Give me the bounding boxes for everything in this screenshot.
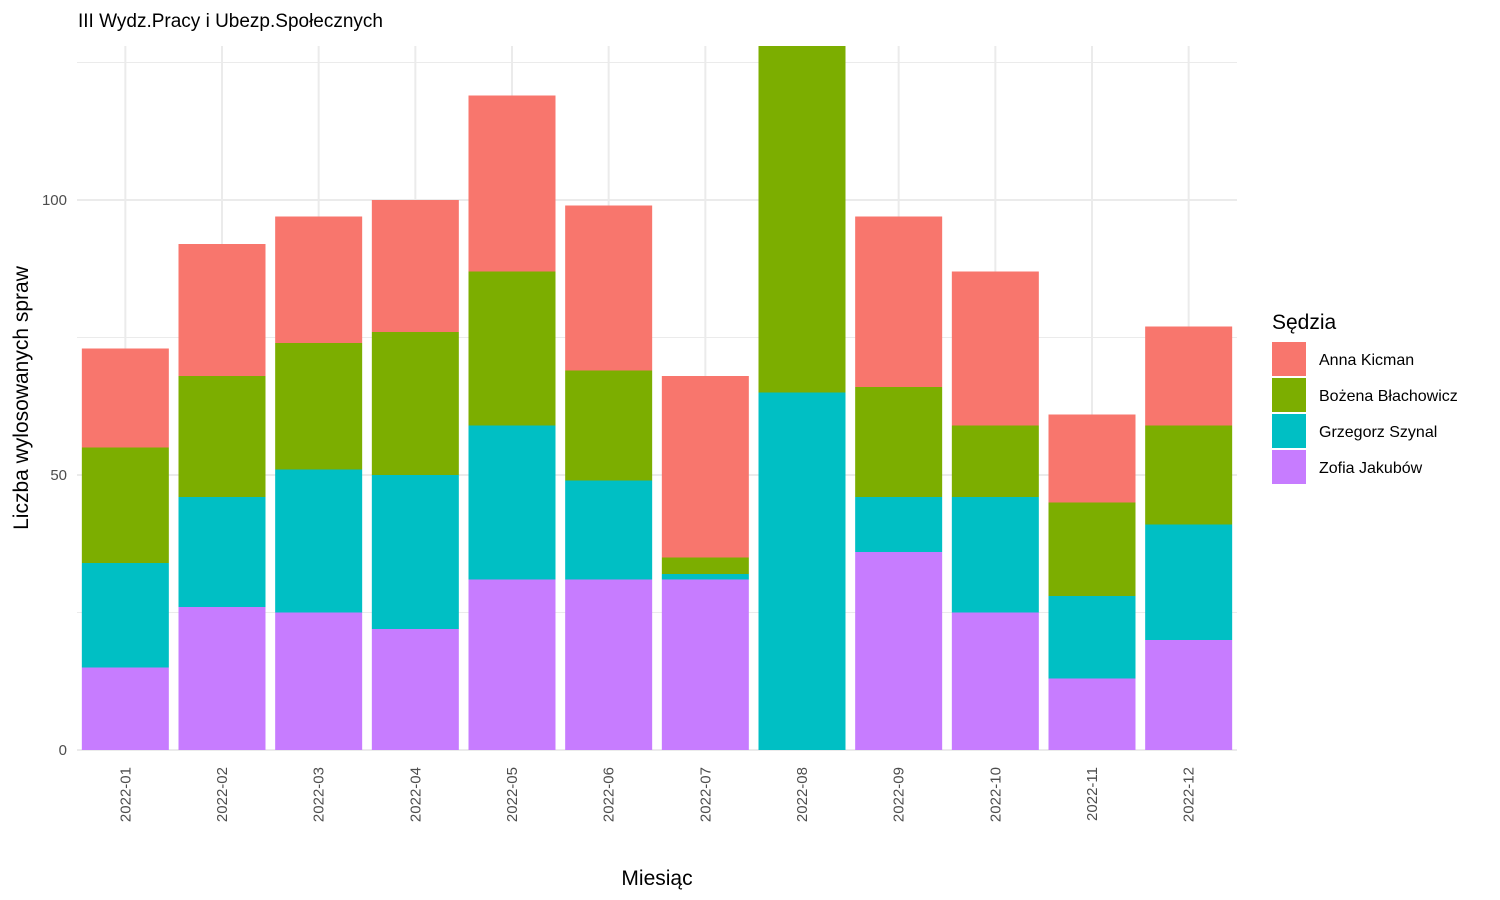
bar-segment: [468, 95, 556, 272]
x-tick-label: 2022-06: [601, 767, 618, 822]
legend-label: Grzegorz Szynal: [1319, 424, 1437, 441]
bar-segment: [1145, 524, 1233, 640]
legend-label: Bożena Błachowicz: [1319, 388, 1458, 405]
x-tick-label: 2022-05: [504, 767, 521, 822]
bar-segment: [565, 579, 653, 750]
bars: [81, 46, 1233, 750]
bar-segment: [275, 343, 363, 470]
x-tick-label: 2022-02: [214, 767, 231, 822]
bar-segment: [1048, 678, 1136, 750]
legend-swatch: [1272, 414, 1306, 448]
bar-segment: [565, 370, 653, 481]
legend-label: Zofia Jakubów: [1319, 460, 1423, 477]
legend-items: Anna Kicman Bożena Błachowicz Grzegorz Szy…: [1272, 342, 1458, 484]
x-tick-label: 2022-03: [311, 767, 328, 822]
bar-segment: [1048, 414, 1136, 503]
bar-segment: [1048, 502, 1136, 596]
x-axis-ticks: 2022-01 2022-02 2022-03 2022-04 2022-05 2022-…: [117, 767, 1197, 822]
bar-segment: [81, 563, 169, 668]
bar-segment: [661, 376, 749, 558]
legend: Sędzia Anna Kicman Bożena Błachowicz Grzeg…: [1272, 311, 1458, 484]
bar-segment: [81, 447, 169, 563]
bar-segment: [468, 271, 556, 426]
legend-swatch: [1272, 342, 1306, 376]
bar-segment: [565, 205, 653, 371]
x-tick-label: 2022-04: [407, 767, 424, 822]
x-axis-title: Miesiąc: [621, 867, 692, 890]
x-tick-label: 2022-11: [1084, 767, 1101, 821]
bar-segment: [951, 271, 1039, 426]
bar-segment: [371, 629, 459, 750]
bar-segment: [758, 392, 846, 750]
bar-segment: [81, 667, 169, 750]
bar-segment: [661, 579, 749, 750]
bar-segment: [951, 497, 1039, 613]
y-tick-label: 0: [59, 742, 67, 759]
legend-swatch: [1272, 378, 1306, 412]
y-axis-title: Liczba wylosowanych spraw: [10, 265, 33, 530]
bar-segment: [951, 425, 1039, 497]
chart-title: III Wydz.Pracy i Ubezp.Społecznych: [78, 11, 383, 32]
bar-segment: [661, 557, 749, 574]
bar-segment: [468, 579, 556, 750]
x-tick-label: 2022-07: [697, 767, 714, 822]
bar-segment: [855, 497, 943, 552]
bar-segment: [661, 574, 749, 580]
x-tick-label: 2022-01: [117, 767, 134, 822]
bar-segment: [178, 376, 266, 497]
y-tick-label: 50: [50, 467, 67, 484]
bar-segment: [371, 475, 459, 629]
x-tick-label: 2022-09: [891, 767, 908, 822]
bar-segment: [371, 200, 459, 332]
y-tick-label: 100: [42, 192, 67, 209]
bar-segment: [275, 612, 363, 750]
y-axis-ticks: 0 50 100: [42, 192, 67, 759]
bar-segment: [855, 387, 943, 497]
legend-label: Anna Kicman: [1319, 352, 1414, 369]
bar-segment: [178, 497, 266, 607]
x-tick-label: 2022-10: [987, 767, 1004, 822]
x-tick-label: 2022-08: [794, 767, 811, 822]
bar-segment: [758, 46, 846, 393]
bar-segment: [371, 332, 459, 475]
bar-segment: [1145, 640, 1233, 750]
bar-segment: [1145, 326, 1233, 426]
bar-segment: [1048, 596, 1136, 679]
bar-segment: [951, 612, 1039, 750]
bar-segment: [1145, 425, 1233, 525]
bar-segment: [275, 216, 363, 343]
bar-segment: [178, 244, 266, 376]
legend-swatch: [1272, 450, 1306, 484]
x-tick-label: 2022-12: [1181, 767, 1198, 822]
bar-segment: [855, 552, 943, 750]
bar-segment: [468, 425, 556, 580]
bar-segment: [178, 607, 266, 750]
bar-segment: [81, 348, 169, 448]
legend-title: Sędzia: [1272, 311, 1337, 334]
bar-segment: [565, 480, 653, 580]
bar-segment: [275, 469, 363, 613]
bar-segment: [855, 216, 943, 387]
